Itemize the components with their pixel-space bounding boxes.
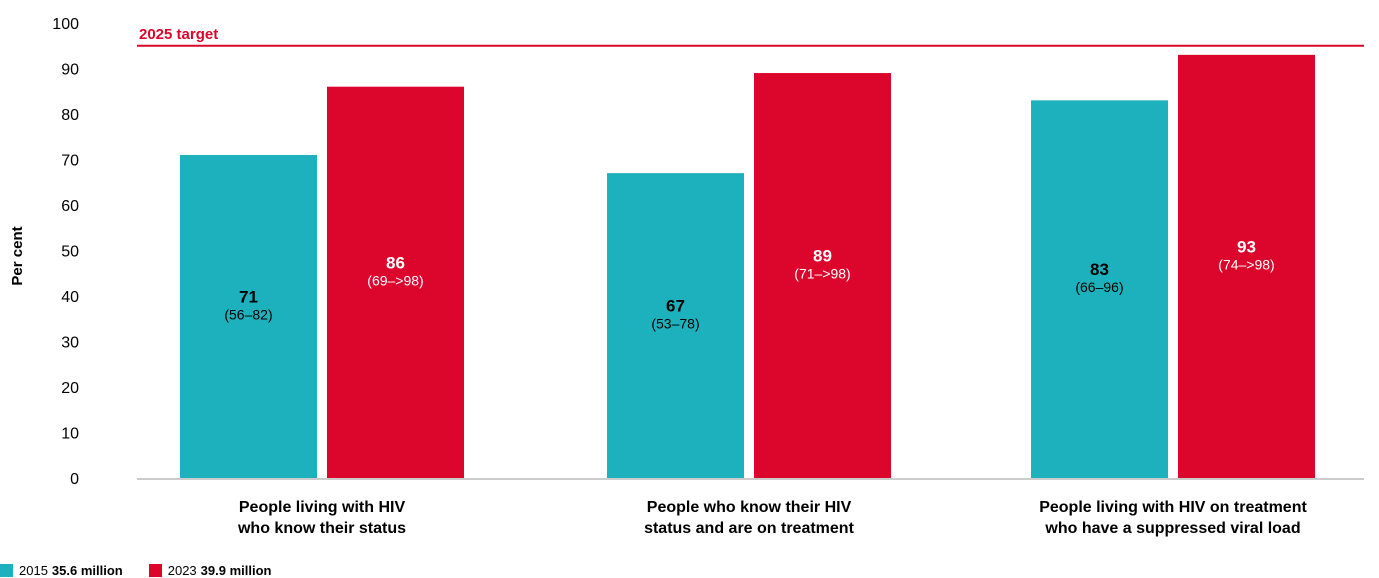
- range-label-2023-3: (74–>98): [1218, 256, 1274, 272]
- range-label-2015-2: (53–78): [651, 316, 699, 332]
- range-label-2023-2: (71–>98): [794, 266, 850, 282]
- range-label-2023-1: (69–>98): [367, 272, 423, 288]
- bars: 71(56–82) 86(69–>98) 67(53–78) 89(71–>98) 83…: [180, 54, 1315, 479]
- data-label-2023-2: 89: [813, 247, 832, 266]
- legend-item-2015: 2015 35.6 million: [0, 563, 123, 578]
- legend-total-2023: 39.9 million: [200, 562, 272, 578]
- legend-year-2015: 2015: [19, 562, 48, 578]
- legend-swatch-2023: [148, 563, 162, 577]
- y-tick-label-50: 50: [61, 244, 79, 261]
- y-tick-label-100: 100: [52, 16, 79, 33]
- target-line-group: 2025 target: [137, 26, 1364, 47]
- category-label-2: People who know their HIV status and are …: [644, 499, 855, 537]
- y-axis-label: Per cent: [9, 226, 26, 285]
- legend-year-2023: 2023: [167, 562, 197, 578]
- bar-2015-3: [1031, 100, 1168, 478]
- y-tick-label-40: 40: [61, 289, 79, 306]
- category-label-3: People living with HIV on treatment who h…: [1039, 499, 1307, 537]
- bar-2015-2: [607, 173, 744, 478]
- data-label-2015-3: 83: [1090, 260, 1109, 279]
- data-label-2023-1: 86: [386, 253, 405, 272]
- target-label: 2025 target: [139, 26, 218, 43]
- bar-2023-3: [1178, 54, 1315, 478]
- y-tick-label-60: 60: [61, 198, 79, 215]
- y-tick-label-70: 70: [61, 153, 79, 170]
- data-label-2023-3: 93: [1237, 237, 1256, 256]
- range-label-2015-1: (56–82): [224, 306, 272, 322]
- legend: 2015 35.6 million 2023 39.9 million: [0, 562, 297, 578]
- y-tick-label-20: 20: [61, 380, 79, 397]
- legend-total-2015: 35.6 million: [51, 562, 123, 578]
- legend-swatch-2015: [0, 563, 13, 577]
- y-tick-label-0: 0: [70, 471, 79, 488]
- bar-2023-1: [327, 86, 464, 478]
- y-tick-label-10: 10: [61, 426, 79, 443]
- range-label-2015-3: (66–96): [1075, 279, 1123, 295]
- y-tick-label-80: 80: [61, 107, 79, 124]
- data-label-2015-1: 71: [239, 287, 258, 306]
- legend-item-2023: 2023 39.9 million: [148, 562, 272, 578]
- y-axis: 0 10 20 30 40 50 60 70 80 90 100: [52, 16, 79, 488]
- category-label-1: People living with HIV who know their sta…: [237, 499, 406, 537]
- y-tick-label-30: 30: [61, 335, 79, 352]
- bar-chart: 0 10 20 30 40 50 60 70 80 90 100 Per cent 71(56–82…: [9, 16, 1364, 537]
- x-axis: People living with HIV who know their sta…: [137, 478, 1364, 537]
- bar-2023-2: [754, 73, 891, 479]
- bar-2015-1: [180, 154, 317, 478]
- data-label-2015-2: 67: [666, 297, 685, 316]
- y-tick-label-90: 90: [61, 62, 79, 79]
